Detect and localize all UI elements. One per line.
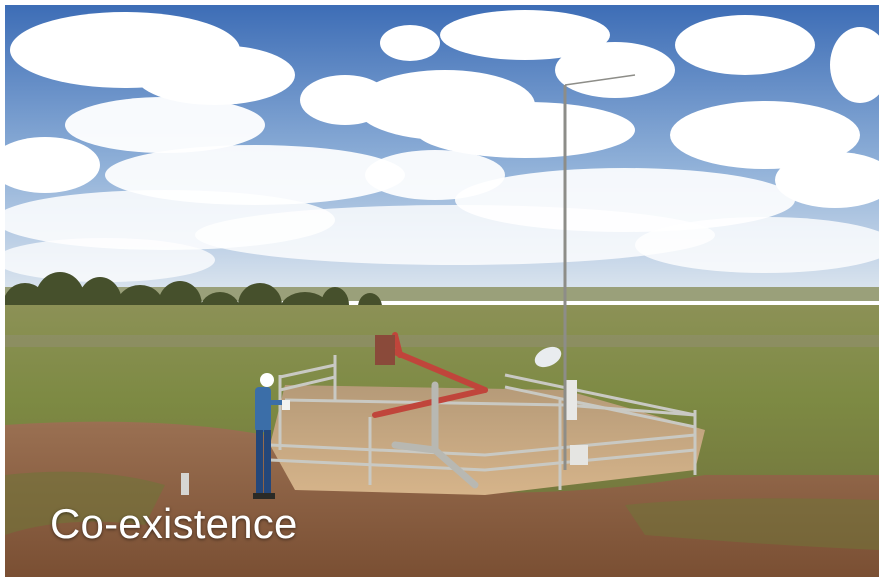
solar-panel [534, 346, 562, 368]
wellhead [375, 335, 395, 365]
gray-pipes [391, 381, 479, 489]
clouds [5, 10, 879, 282]
equipment-box [565, 380, 577, 420]
marker-post [181, 473, 189, 495]
soil-grass-patches-right [625, 498, 879, 550]
soil [5, 421, 879, 577]
field-photo [5, 5, 879, 577]
photo-caption: Co-existence [50, 500, 298, 547]
soil-grass-patches [5, 471, 165, 535]
photo-frame [5, 5, 879, 577]
equipment-bucket [570, 445, 588, 465]
wellhead-pipes [372, 332, 488, 418]
distant-road [5, 335, 879, 347]
worker-figure [253, 373, 290, 499]
antenna-arm [564, 74, 636, 86]
